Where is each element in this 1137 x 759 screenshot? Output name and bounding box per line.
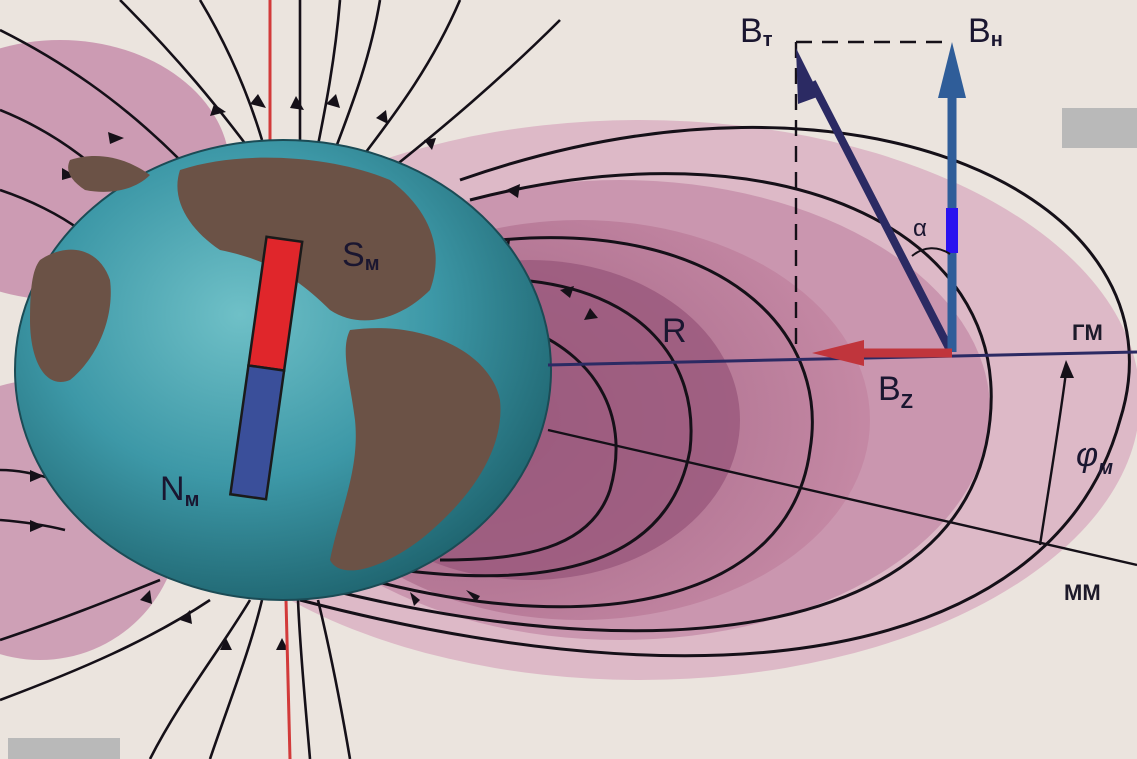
label-gm: ГМ [1072,320,1103,345]
field-lines-right [299,126,1131,658]
field-lines-fan [0,0,561,759]
axis-south-line [284,599,292,759]
phi-arc-arrowhead [1060,360,1074,378]
grey-patch-right [1062,108,1137,148]
phi-arc [1038,371,1068,546]
vector-bz [812,340,952,366]
label-bt: Bт [740,12,773,51]
label-bh: Bн [968,12,1003,51]
label-s-pole: Sм [342,236,379,275]
label-alpha: α [913,215,927,242]
vector-bh [938,42,966,352]
landmass-north-america [177,157,436,321]
landmass-greenland [68,155,150,192]
landmass-west [30,249,111,382]
magnetic-meridian-line [547,428,1137,567]
label-mm: ММ [1064,580,1101,605]
grey-patch-bottom [8,738,120,759]
landmass-south-america [330,328,501,571]
vector-bt [796,48,954,352]
label-phi: φм [1076,436,1113,479]
label-n-pole: Nм [160,470,199,511]
alpha-arc [911,247,951,257]
magnet-north-pole [228,364,286,501]
bar-magnet [228,235,304,501]
label-bz: BZ [878,370,913,413]
label-r: R [662,312,687,350]
